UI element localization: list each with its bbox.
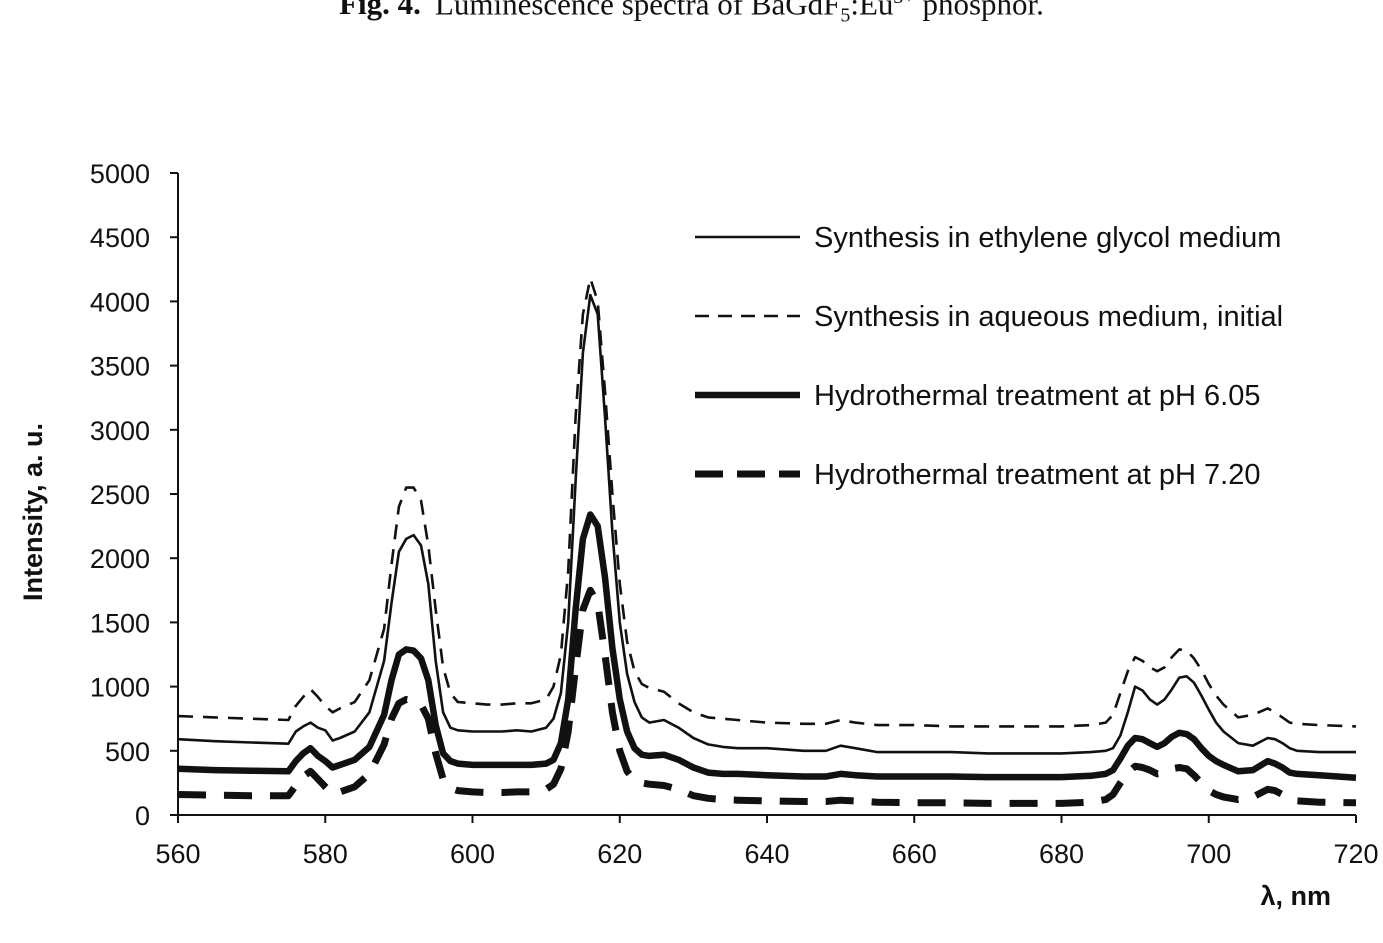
tick-labels: 0 500 1000 1500 2000 2500 3000 3500 4000 4500 5000…: [90, 159, 1379, 869]
y-tick-label: 1000: [90, 673, 150, 703]
x-tick-label: 660: [892, 839, 937, 869]
y-tick-label: 1500: [90, 608, 150, 638]
x-tick-label: 680: [1039, 839, 1084, 869]
x-tick-label: 720: [1333, 839, 1378, 869]
legend: Synthesis in ethylene glycol medium Synth…: [695, 222, 1283, 491]
y-tick-label: 2500: [90, 480, 150, 510]
series-line-4: [177, 586, 1357, 807]
axes: [170, 172, 1357, 823]
caption-text-mid: :Eu: [850, 0, 894, 22]
x-tick-label: 580: [303, 839, 348, 869]
caption-superscript: 3+: [893, 0, 914, 8]
y-tick-label: 5000: [90, 159, 150, 189]
y-tick-label: 4500: [90, 223, 150, 253]
y-tick-label: 3000: [90, 416, 150, 446]
y-tick-label: 2000: [90, 544, 150, 574]
legend-label-3: Hydrothermal treatment at pH 6.05: [814, 380, 1260, 412]
x-tick-label: 600: [450, 839, 495, 869]
x-tick-label: 620: [597, 839, 642, 869]
x-tick-label: 640: [744, 839, 789, 869]
y-axis-title: Intensity, a. u.: [18, 423, 48, 601]
y-tick-label: 500: [105, 737, 150, 767]
legend-label-4: Hydrothermal treatment at pH 7.20: [814, 459, 1260, 491]
series-line-3: [177, 511, 1357, 782]
legend-label-1: Synthesis in ethylene glycol medium: [814, 222, 1281, 254]
caption-subscript: 5: [840, 4, 851, 27]
figure-label: Fig. 4.: [339, 0, 421, 22]
y-tick-label: 3500: [90, 352, 150, 382]
series-line-2: [177, 277, 1357, 728]
caption-text-start: Luminescence spectra of BaGdF: [434, 0, 841, 22]
y-tick-label: 0: [135, 801, 150, 831]
legend-label-2: Synthesis in aqueous medium, initial: [814, 301, 1283, 333]
x-axis-title: λ, nm: [1260, 881, 1331, 911]
y-tick-label: 4000: [90, 287, 150, 317]
x-tick-label: 700: [1186, 839, 1231, 869]
series-lines: [177, 277, 1357, 807]
figure-caption: Fig. 4. Luminescence spectra of BaGdF5:Eu…: [0, 0, 1383, 28]
series-line-1: [177, 293, 1356, 755]
caption-text-end: phosphor.: [914, 0, 1044, 22]
x-tick-label: 560: [155, 839, 200, 869]
